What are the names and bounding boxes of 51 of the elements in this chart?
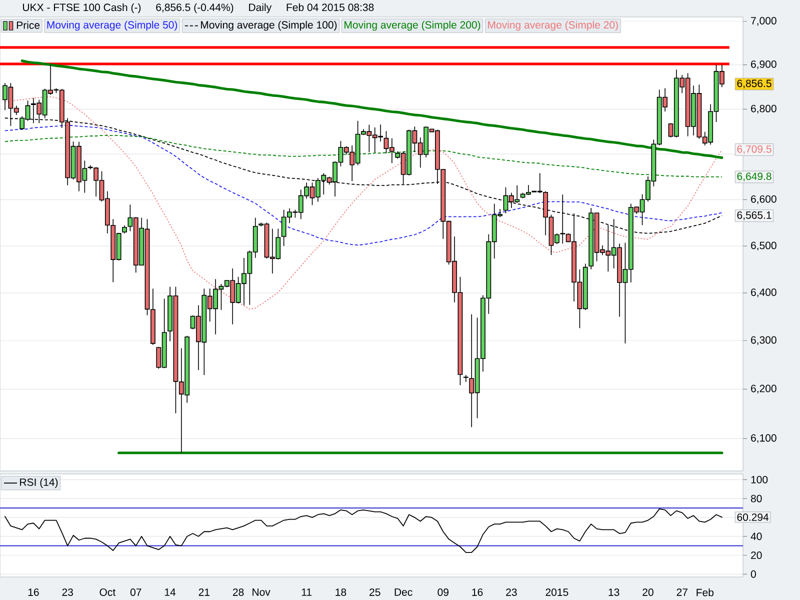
x-tick-label: 07 <box>130 588 142 596</box>
y-tick-label: 40 <box>750 532 762 540</box>
x-tick-label: 2015 <box>546 588 568 596</box>
y-tick-label: 0 <box>750 570 756 578</box>
y-tick-label: 6,200 <box>751 384 776 394</box>
x-tick-label: 09 <box>438 588 448 596</box>
data-label: 6,649.8 <box>737 172 772 182</box>
x-tick-label: Dec <box>394 588 412 596</box>
data-label: 6,709.5 <box>737 145 772 154</box>
x-tick-label: 16 <box>28 588 39 596</box>
x-tick-label: 27 <box>676 588 688 596</box>
data-label: 60.294 <box>737 513 769 521</box>
x-tick-label: 25 <box>370 588 380 596</box>
legend-label: RSI (14) <box>20 478 58 488</box>
y-tick-label: 6,600 <box>751 195 776 204</box>
y-tick-label: 6,300 <box>751 336 776 345</box>
text: Moving average (Simple 20) <box>488 20 618 31</box>
x-tick-label: 16 <box>472 588 483 596</box>
x-tick-label: Oct <box>100 588 116 596</box>
x-tick-label: 23 <box>62 588 73 596</box>
y-tick-label: 6,400 <box>751 288 776 298</box>
y-tick-label: 6,100 <box>751 434 776 443</box>
y-tick-label: 100 <box>751 476 768 484</box>
y-tick-label: 80 <box>750 494 762 502</box>
x-tick-label: 21 <box>198 588 210 596</box>
x-tick-label: 23 <box>506 588 517 596</box>
x-tick-label: 28 <box>232 588 244 596</box>
data-label: 6,565.1 <box>737 211 772 220</box>
x-tick-label: 20 <box>642 588 654 596</box>
text: Moving average (Simple 200) <box>344 20 480 31</box>
x-tick-label: 14 <box>164 588 176 596</box>
x-tick-label: 13 <box>608 588 620 596</box>
x-tick-label: Nov <box>252 588 270 596</box>
candlestick <box>463 374 468 382</box>
chart-subtitle: 6,856.5 (-0.44%) <box>156 3 234 14</box>
x-tick-label: Feb <box>696 588 714 596</box>
y-tick-label: 6,800 <box>751 104 776 114</box>
x-tick-label: 18 <box>336 588 346 596</box>
text: Moving average (Simple 50) <box>47 20 178 31</box>
text: Daily <box>249 3 272 14</box>
legend-label: Moving average (Simple 100) <box>201 20 337 31</box>
y-tick-label: 6,500 <box>751 242 776 250</box>
text: 6,856.5 <box>737 80 772 88</box>
y-tick-label: 6,900 <box>751 60 776 70</box>
legend-label: Price <box>16 21 40 29</box>
y-tick-label: 20 <box>751 552 762 559</box>
x-tick-label: 11 <box>302 588 312 596</box>
text: Feb 04 2015 08:38 <box>286 3 374 12</box>
chart-title: UKX - FTSE 100 Cash (-) <box>23 3 141 14</box>
y-tick-label: 7,000 <box>751 17 776 26</box>
candlestick <box>122 224 127 234</box>
